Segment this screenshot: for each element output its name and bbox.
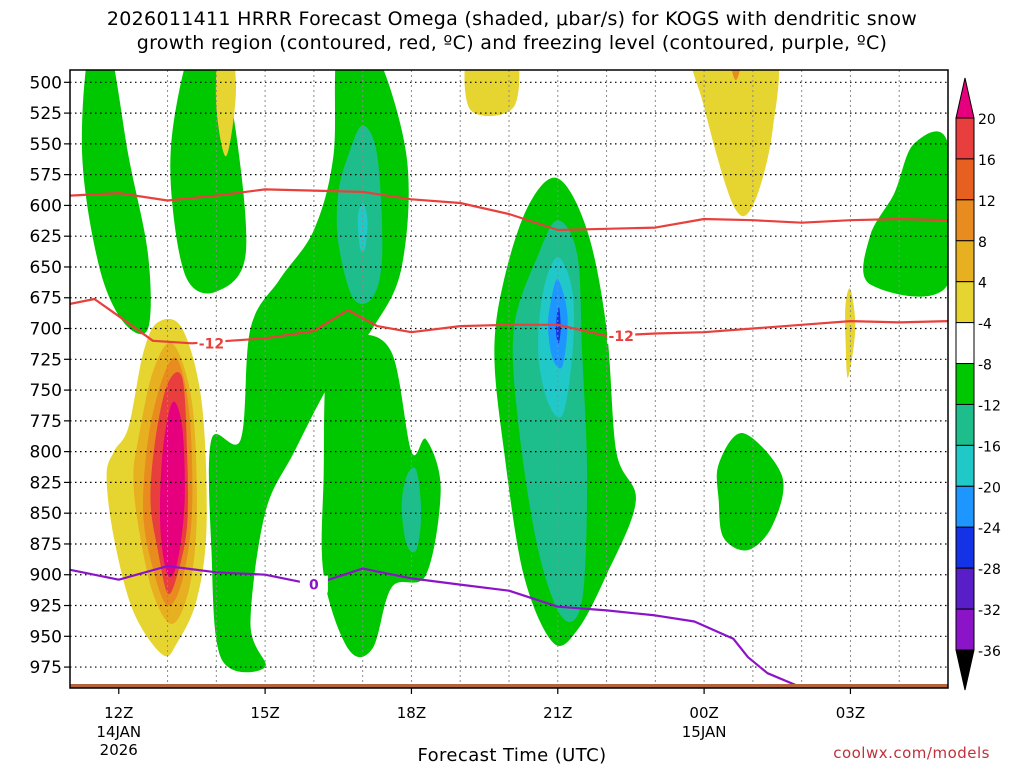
freezing-level-contour bbox=[70, 565, 809, 688]
contour-label-freezing: 0 bbox=[309, 578, 319, 594]
omega-region-green-4 bbox=[321, 334, 441, 658]
y-tick-label-525: 525 bbox=[30, 104, 62, 124]
omega-region-cyan-1 bbox=[357, 202, 368, 253]
colorbar-label-16: 16 bbox=[978, 153, 996, 169]
colorbar-label--4: -4 bbox=[978, 317, 992, 333]
colorbar-segment bbox=[955, 158, 975, 201]
colorbar-label--24: -24 bbox=[978, 521, 1001, 537]
x-tick-sublabel-15JAN: 15JAN bbox=[682, 723, 727, 741]
colorbar-segment bbox=[955, 322, 975, 365]
dgz-cold-contour bbox=[70, 297, 948, 345]
y-tick-label-800: 800 bbox=[30, 443, 62, 463]
colorbar-label--8: -8 bbox=[978, 358, 992, 374]
plot-frame bbox=[69, 69, 949, 689]
omega-region-orange-top bbox=[731, 70, 740, 81]
y-tick-label-975: 975 bbox=[30, 658, 62, 678]
colorbar-label--36: -36 bbox=[978, 644, 1001, 660]
plot-area: -12 -12 0 bbox=[70, 70, 948, 688]
omega-region-yellow-2 bbox=[464, 70, 520, 117]
colorbar-label--28: -28 bbox=[978, 562, 1001, 578]
colorbar-label--32: -32 bbox=[978, 603, 1001, 619]
y-tick-label-875: 875 bbox=[30, 535, 62, 555]
y-tick-label-900: 900 bbox=[30, 566, 62, 586]
y-tick-label-775: 775 bbox=[30, 412, 62, 432]
x-tick-year-2026: 2026 bbox=[100, 741, 138, 759]
colorbar-segment bbox=[955, 363, 975, 405]
y-tick-label-500: 500 bbox=[30, 73, 62, 93]
y-tick-label-550: 550 bbox=[30, 135, 62, 155]
colorbar-segment bbox=[955, 444, 975, 487]
ground-surface-band bbox=[70, 684, 948, 688]
y-tick-label-750: 750 bbox=[30, 381, 62, 401]
colorbar-segment bbox=[955, 567, 975, 610]
colorbar-label--12: -12 bbox=[978, 398, 1001, 414]
colorbar-segment bbox=[955, 608, 975, 651]
colorbar-segment bbox=[955, 199, 975, 242]
contour-label-minus12-a: -12 bbox=[199, 336, 224, 352]
y-tick-label-950: 950 bbox=[30, 627, 62, 647]
x-tick-label-00Z: 00Z bbox=[689, 704, 718, 722]
colorbar-label-4: 4 bbox=[978, 276, 987, 292]
y-tick-label-600: 600 bbox=[30, 196, 62, 216]
colorbar-label--20: -20 bbox=[978, 480, 1001, 496]
x-axis-label: Forecast Time (UTC) bbox=[417, 745, 607, 766]
omega-region-magenta bbox=[159, 401, 185, 578]
y-tick-label-925: 925 bbox=[30, 597, 62, 617]
colorbar-segment bbox=[955, 403, 975, 446]
colorbar-segment bbox=[955, 240, 975, 283]
colorbar-label-12: 12 bbox=[978, 194, 996, 210]
omega-region-green-7 bbox=[863, 131, 948, 297]
colorbar-top-arrow bbox=[955, 77, 975, 119]
colorbar-bottom-arrow bbox=[955, 649, 975, 691]
x-tick-sublabel-14JAN: 14JAN bbox=[96, 723, 141, 741]
y-tick-label-850: 850 bbox=[30, 504, 62, 524]
y-tick-label-650: 650 bbox=[30, 258, 62, 278]
x-tick-label-12Z: 12Z bbox=[104, 704, 133, 722]
omega-region-green-1 bbox=[81, 70, 151, 335]
colorbar-label--16: -16 bbox=[978, 439, 1001, 455]
y-tick-label-700: 700 bbox=[30, 320, 62, 340]
omega-region-green-6 bbox=[716, 433, 784, 551]
x-tick-label-21Z: 21Z bbox=[543, 704, 572, 722]
colorbar-segment bbox=[955, 281, 975, 324]
omega-region-teal-2 bbox=[401, 467, 422, 553]
contour-label-minus12-a-bg bbox=[197, 334, 226, 352]
y-tick-label-825: 825 bbox=[30, 473, 62, 493]
y-tick-label-575: 575 bbox=[30, 166, 62, 186]
omega-region-yellow-4 bbox=[845, 288, 856, 378]
colorbar-segment bbox=[955, 526, 975, 569]
contour-label-minus12-b: -12 bbox=[609, 329, 634, 345]
colorbar-label-20: 20 bbox=[978, 112, 996, 128]
colorbar-segment bbox=[955, 485, 975, 528]
contour-label-freezing-bg bbox=[299, 575, 328, 593]
x-tick-label-18Z: 18Z bbox=[397, 704, 426, 722]
y-tick-label-675: 675 bbox=[30, 289, 62, 309]
chart-title-line-1: 2026011411 HRRR Forecast Omega (shaded, … bbox=[106, 8, 918, 30]
contour-label-minus12-b-bg bbox=[607, 326, 636, 344]
x-tick-label-15Z: 15Z bbox=[250, 704, 279, 722]
chart-title-line-2: growth region (contoured, red, ºC) and f… bbox=[136, 32, 888, 54]
colorbar-segment bbox=[955, 117, 975, 160]
dgz-warm-contour bbox=[70, 188, 948, 232]
credit-text: coolwx.com/models bbox=[833, 744, 990, 762]
colorbar-label-8: 8 bbox=[978, 235, 987, 251]
y-tick-label-625: 625 bbox=[30, 227, 62, 247]
x-tick-label-03Z: 03Z bbox=[836, 704, 865, 722]
omega-region-yellow-3 bbox=[692, 70, 779, 217]
y-tick-label-725: 725 bbox=[30, 350, 62, 370]
